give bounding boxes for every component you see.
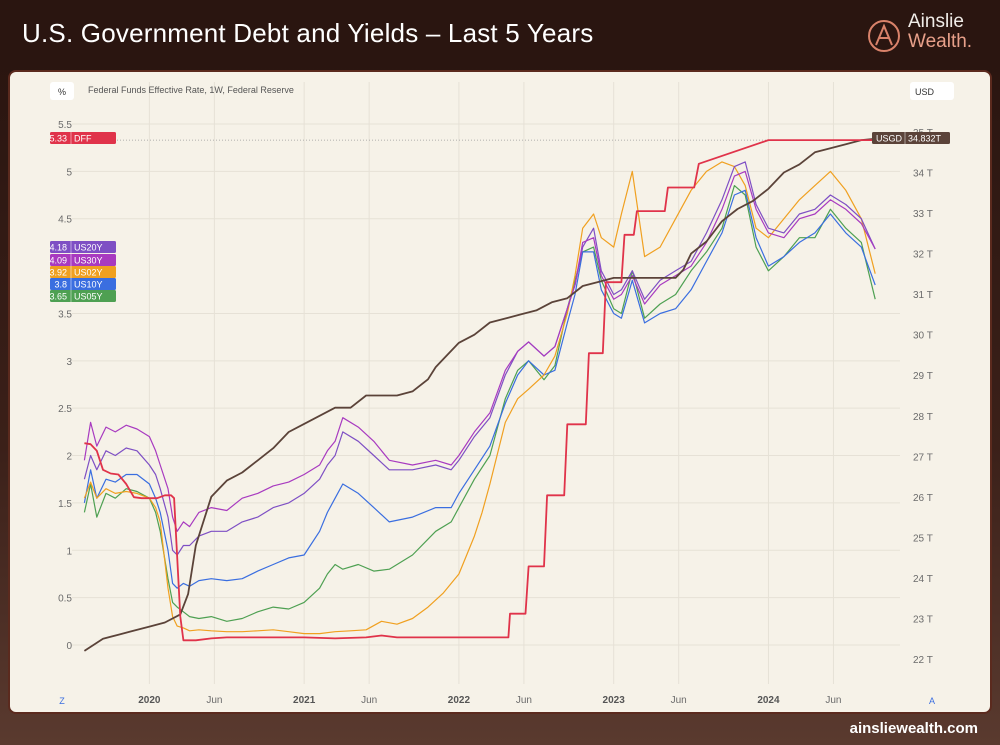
chart-svg: 0 0.5 1 1.5 2 2.5 3 3.5 4.5 5 5.5 22 T 23 T 24 T 25 T 2…: [49, 82, 954, 706]
right-axis-tick: 34 T: [913, 169, 933, 180]
x-axis-tick: Jun: [206, 695, 222, 706]
series-line-us02y: [83, 161, 876, 635]
left-axis-tick: 1: [66, 546, 72, 557]
left-axis-tick: 1.5: [58, 499, 72, 510]
badge-value: 3.92: [49, 268, 67, 278]
right-axis-tick: 29 T: [913, 371, 933, 382]
right-unit-box: [910, 82, 954, 100]
right-axis-tick: 28 T: [913, 412, 933, 423]
page-title: U.S. Government Debt and Yields – Last 5…: [22, 18, 594, 48]
series-line-us20y: [83, 161, 876, 556]
right-axis-tick: 23 T: [913, 614, 933, 625]
brand-name: Ainslie Wealth.: [908, 12, 972, 52]
badge-us02y: [50, 266, 116, 278]
left-axis-tick: 3: [66, 357, 72, 368]
corner-left-icon[interactable]: Z: [59, 696, 65, 706]
right-axis-tick: 32 T: [913, 250, 933, 261]
left-axis-tick: 0: [66, 641, 72, 652]
series-line-usgd: [83, 137, 876, 652]
chart-panel: 0 0.5 1 1.5 2 2.5 3 3.5 4.5 5 5.5 22 T 23 T 24 T 25 T 2…: [8, 70, 992, 714]
right-axis-tick: 31 T: [913, 290, 933, 301]
badge-name: DFF: [74, 134, 92, 144]
left-axis-tick: 4.5: [58, 215, 72, 226]
right-axis-tick: 33 T: [913, 209, 933, 220]
badge-value: 4.18: [49, 243, 67, 253]
left-axis-tick: 2.5: [58, 404, 72, 415]
badge-value: 5.33: [49, 134, 67, 144]
badge-dff: [50, 132, 116, 144]
badge-name: US30Y: [74, 256, 103, 266]
ainslie-logo-icon: [868, 20, 900, 52]
left-unit-label: %: [58, 87, 66, 97]
x-axis-tick: Jun: [825, 695, 841, 706]
x-axis-tick: 2021: [293, 695, 316, 706]
corner-right-icon[interactable]: A: [929, 696, 935, 706]
x-axis-tick: Jun: [516, 695, 532, 706]
x-axis-tick: 2020: [138, 695, 161, 706]
brand-line-1: Ainslie: [908, 11, 964, 32]
badge-name: US10Y: [74, 280, 103, 290]
badge-us05y: [50, 290, 116, 302]
x-axis-tick: Jun: [361, 695, 377, 706]
right-axis-tick: 30 T: [913, 331, 933, 342]
badge-value: 4.09: [49, 256, 67, 266]
x-axis-tick: Jun: [671, 695, 687, 706]
usgd-badge-name: USGD: [876, 134, 903, 144]
series-line-us05y: [83, 185, 876, 622]
badge-name: US20Y: [74, 243, 103, 253]
right-axis-tick: 26 T: [913, 493, 933, 504]
badge-us30y: [50, 254, 116, 266]
series-line-dff: [84, 139, 876, 642]
x-axis-tick: 2022: [448, 695, 471, 706]
left-unit-box: [50, 82, 74, 100]
badge-name: US02Y: [74, 268, 103, 278]
x-axis-tick: 2023: [603, 695, 626, 706]
badge-us20y: [50, 241, 116, 253]
badge-value: 3.8: [54, 280, 67, 290]
usgd-badge: [872, 132, 950, 144]
chart-subtitle: Federal Funds Effective Rate, 1W, Federa…: [88, 85, 294, 95]
right-axis-tick: 22 T: [913, 655, 933, 666]
x-axis-tick: 2024: [757, 695, 780, 706]
usgd-badge-value: 34.832T: [908, 134, 942, 144]
right-axis-tick: 27 T: [913, 452, 933, 463]
right-axis-tick: 24 T: [913, 574, 933, 585]
left-axis-tick: 5.5: [58, 120, 72, 131]
footer-url[interactable]: ainsliewealth.com: [849, 720, 978, 737]
left-axis-tick: 0.5: [58, 594, 72, 605]
badge-value: 3.65: [49, 292, 67, 302]
series-line-us10y: [83, 189, 876, 589]
left-axis-tick: 3.5: [58, 309, 72, 320]
left-axis-tick: 5: [66, 167, 72, 178]
right-unit-label: USD: [915, 87, 935, 97]
badge-us10y: [50, 278, 116, 290]
badge-name: US05Y: [74, 292, 103, 302]
brand-line-2: Wealth.: [908, 31, 973, 52]
right-axis-tick: 25 T: [913, 533, 933, 544]
series-line-us30y: [83, 170, 876, 532]
left-axis-tick: 2: [66, 452, 72, 463]
